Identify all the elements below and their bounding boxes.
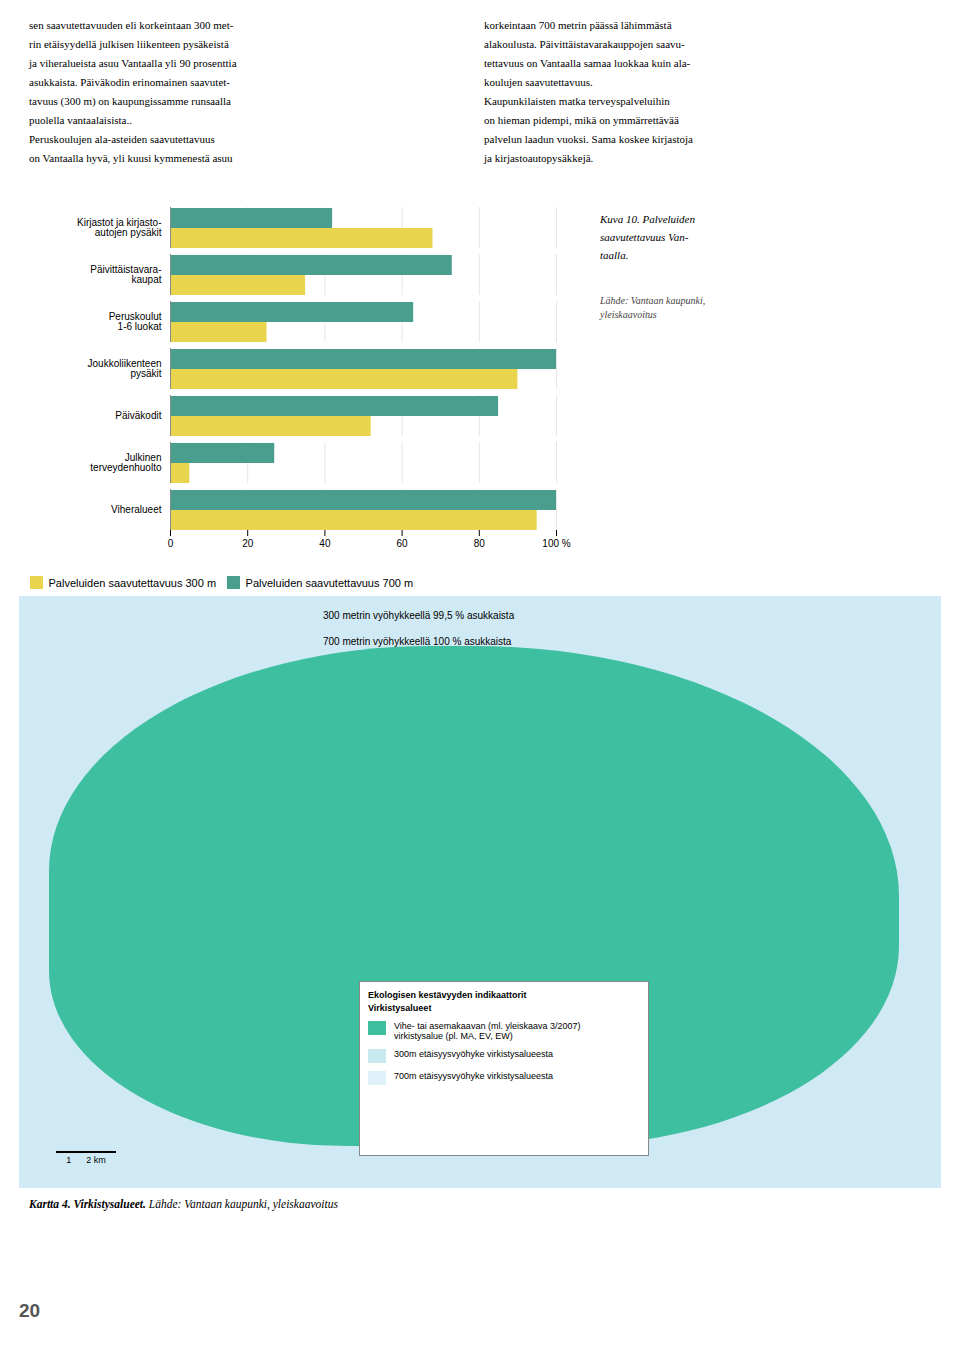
svg-text:Päiväkodit: Päiväkodit	[115, 410, 161, 421]
html-text:Kuva 10. Palveluiden saavutett: Kuva 10. Palveluiden saavutettavuus Van-…	[600, 213, 695, 261]
svg-text:100 %: 100 %	[542, 538, 570, 549]
svg-text:Kirjastot ja kirjasto-autojen: Kirjastot ja kirjasto-autojen pysäkit	[77, 217, 162, 238]
html-text:1 2 km: 1 2 km	[66, 1155, 106, 1165]
html-text:Lähde: Vantaan kaupunki, yleis: Lähde: Vantaan kaupunki, yleiskaavoitus	[600, 295, 706, 320]
svg-text:80: 80	[474, 538, 486, 549]
html-text:300m etäisyysvyöhyke virkistys: 300m etäisyysvyöhyke virkistysalueesta	[394, 1049, 554, 1059]
html-text:20: 20	[19, 1300, 41, 1321]
html-text:300 metrin vyöhykkeellä 99,5 %: 300 metrin vyöhykkeellä 99,5 % asukkaist…	[323, 610, 515, 621]
svg-text:Joukkoliikenteenpysäkit: Joukkoliikenteenpysäkit	[88, 358, 162, 379]
svg-text:40: 40	[319, 538, 331, 549]
svg-text:60: 60	[397, 538, 409, 549]
svg-text:20: 20	[242, 538, 254, 549]
html-text:700m etäisyysvyöhyke virkistys: 700m etäisyysvyöhyke virkistysalueesta	[394, 1071, 554, 1081]
svg-text:0: 0	[168, 538, 174, 549]
html-text:Kartta 4. Virkistysalueet. Läh: Kartta 4. Virkistysalueet. Lähde: Vantaa…	[29, 1198, 338, 1210]
html-text:korkeintaan 700 metrin päässä: korkeintaan 700 metrin päässä lähimmästä…	[484, 19, 693, 164]
html-text:sen saavutettavuuden eli korke: sen saavutettavuuden eli korkeintaan 300…	[29, 19, 237, 164]
html-text:Palveluiden saavutettavuus 700: Palveluiden saavutettavuus 700 m	[245, 576, 414, 589]
svg-text:Viheralueet: Viheralueet	[111, 504, 162, 515]
svg-text:Päivittäistavara-kaupat: Päivittäistavara-kaupat	[90, 264, 161, 285]
html-text:Ekologisen kestävyyden indikaa: Ekologisen kestävyyden indikaattorit	[368, 990, 527, 1000]
svg-text:Julkinenterveydenhuolto: Julkinenterveydenhuolto	[90, 452, 162, 473]
html-text:Virkistysalueet: Virkistysalueet	[368, 1003, 432, 1013]
html-text:Vihe- tai asemakaavan (ml. yle: Vihe- tai asemakaavan (ml. yleiskaava 3/…	[394, 1021, 581, 1041]
html-text:Palveluiden saavutettavuus 300: Palveluiden saavutettavuus 300 m	[48, 576, 217, 589]
svg-text:Peruskoulut1-6 luokat: Peruskoulut1-6 luokat	[109, 311, 162, 332]
html-text:700 metrin vyöhykkeellä 100 %: 700 metrin vyöhykkeellä 100 % asukkaista	[323, 636, 512, 647]
